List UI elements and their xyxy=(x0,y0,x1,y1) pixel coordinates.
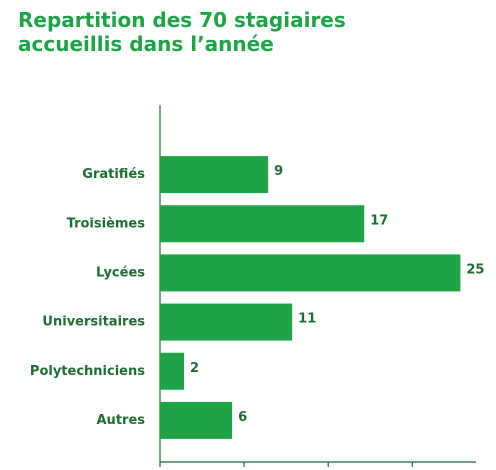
value-label: 2 xyxy=(190,361,199,376)
category-label: Troisièmes xyxy=(67,216,146,231)
value-label: 11 xyxy=(298,312,316,327)
bar xyxy=(160,352,185,390)
value-label: 17 xyxy=(370,213,388,228)
chart-title: Repartition des 70 stagiaires accueillis… xyxy=(18,8,346,56)
bar xyxy=(160,401,233,439)
value-label: 6 xyxy=(238,410,247,425)
bar xyxy=(160,156,269,194)
category-label: Lycées xyxy=(96,265,145,280)
category-label: Gratifiés xyxy=(82,167,145,182)
bar xyxy=(160,254,461,292)
bar xyxy=(160,303,293,341)
value-label: 25 xyxy=(466,262,484,277)
value-label: 9 xyxy=(274,164,283,179)
category-label: Autres xyxy=(97,413,146,428)
bar xyxy=(160,205,365,243)
category-label: Universitaires xyxy=(42,315,145,330)
category-label: Polytechniciens xyxy=(30,364,145,379)
